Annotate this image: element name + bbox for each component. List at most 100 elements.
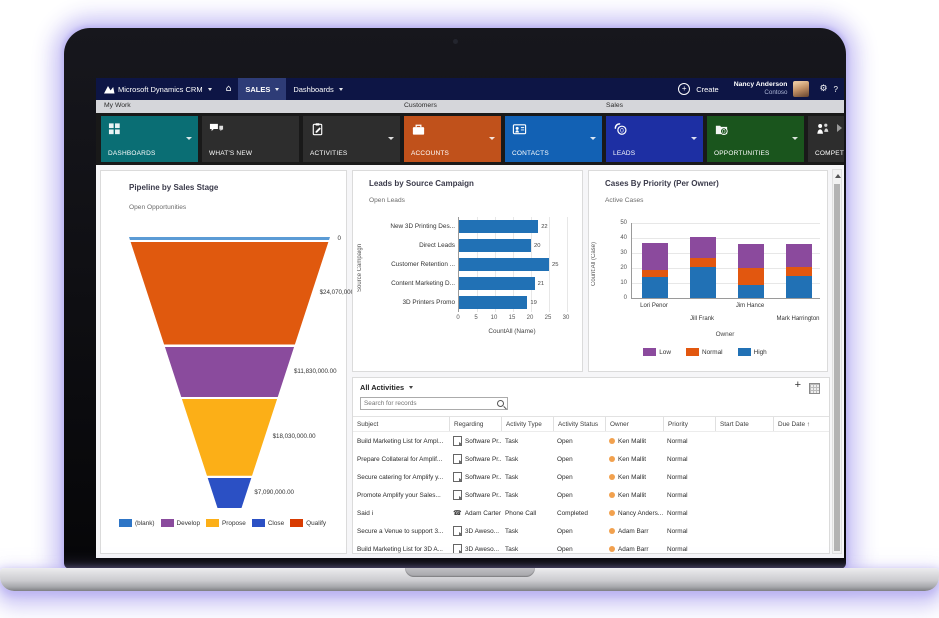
segment-low bbox=[642, 242, 668, 270]
cell-start-date bbox=[715, 522, 773, 540]
search-input[interactable] bbox=[361, 400, 496, 407]
search-icon[interactable] bbox=[496, 399, 506, 409]
legend-item-blank: (blank) bbox=[119, 519, 155, 527]
cell-text: Adam Barr bbox=[618, 545, 649, 553]
cell-subject: Promote Amplify your Sales... bbox=[353, 486, 449, 504]
activities-title[interactable]: All Activities bbox=[360, 383, 414, 392]
legend-label: Qualify bbox=[306, 519, 327, 527]
vertical-scrollbar[interactable] bbox=[832, 169, 842, 554]
tiles-scroll-right-icon[interactable] bbox=[837, 124, 842, 132]
table-row[interactable]: Secure catering for Amplify y... Software… bbox=[353, 468, 829, 486]
brand-menu[interactable]: Microsoft Dynamics CRM bbox=[96, 78, 219, 100]
stacked-column-jill-frank[interactable] bbox=[690, 236, 716, 298]
cell-text: Normal bbox=[667, 491, 688, 499]
stacked-chart-panel: Cases By Priority (Per Owner) Active Cas… bbox=[588, 170, 828, 372]
chevron-down-icon[interactable] bbox=[792, 137, 798, 140]
column-header-regarding[interactable]: Regarding bbox=[449, 417, 501, 431]
table-row[interactable]: Build Marketing List for Ampl... Software… bbox=[353, 432, 829, 450]
avatar[interactable] bbox=[793, 81, 810, 97]
x-category-label: Lori Penor bbox=[640, 303, 668, 309]
gridline bbox=[549, 217, 550, 312]
table-row[interactable]: Secure a Venue to support 3... 3D Aweso..… bbox=[353, 522, 829, 540]
bar-25[interactable] bbox=[459, 258, 549, 271]
y-tick-label: 0 bbox=[623, 294, 627, 301]
scroll-up-icon[interactable] bbox=[835, 174, 841, 178]
legend-item-normal: Normal bbox=[685, 348, 723, 356]
tile-opportunities[interactable]: 0 OPPORTUNITIES bbox=[707, 116, 804, 162]
y-tick-label: 50 bbox=[620, 219, 627, 226]
grid-view-icon[interactable] bbox=[809, 383, 820, 394]
tile-contacts[interactable]: CONTACTS bbox=[505, 116, 602, 162]
tile-accounts[interactable]: ACCOUNTS bbox=[404, 116, 501, 162]
owner-avatar-icon bbox=[609, 492, 615, 498]
table-row[interactable]: Build Marketing List for 3D A... 3D Aweso… bbox=[353, 540, 829, 553]
bar-20[interactable] bbox=[459, 239, 531, 252]
gear-icon[interactable]: ⚙ bbox=[819, 84, 828, 94]
table-row[interactable]: Promote Amplify your Sales... Software Pr… bbox=[353, 486, 829, 504]
x-tick-label: 25 bbox=[544, 315, 552, 321]
tile-dashboards[interactable]: DASHBOARDS bbox=[101, 116, 198, 162]
tab-sales[interactable]: SALES bbox=[238, 78, 287, 100]
cell-text: Secure a Venue to support 3... bbox=[357, 527, 444, 535]
chevron-down-icon[interactable] bbox=[590, 137, 596, 140]
help-button[interactable]: ? bbox=[833, 84, 838, 94]
stacked-column-mark-harrington[interactable] bbox=[786, 244, 812, 298]
column-header-start-date[interactable]: Start Date bbox=[715, 417, 773, 431]
funnel-segment-Develop[interactable] bbox=[164, 346, 295, 397]
tile-activities[interactable]: ACTIVITIES bbox=[303, 116, 400, 162]
add-activity-button[interactable]: + bbox=[794, 379, 801, 391]
column-header-subject[interactable]: Subject bbox=[357, 420, 379, 428]
tile-leads[interactable]: 0 LEADS bbox=[606, 116, 703, 162]
owner-avatar-icon bbox=[609, 546, 615, 552]
table-row[interactable]: Said i ☎ Adam Carter Phone Call Completed Nan… bbox=[353, 504, 829, 522]
table-row[interactable]: Prepare Collateral for Amplif... Software… bbox=[353, 450, 829, 468]
column-header-priority[interactable]: Priority bbox=[663, 417, 715, 431]
chevron-down-icon[interactable] bbox=[186, 137, 192, 140]
legend-item-Develop: Develop bbox=[160, 519, 200, 527]
tile-whats-new[interactable]: WHAT'S NEW bbox=[202, 116, 299, 162]
gridline bbox=[567, 217, 568, 312]
activities-panel: All Activities + SubjectRegardingActivit… bbox=[352, 377, 830, 554]
user-info[interactable]: Nancy Anderson Contoso bbox=[734, 81, 788, 97]
y-tick-label: 40 bbox=[620, 234, 627, 241]
tab-dashboards[interactable]: Dashboards bbox=[286, 78, 349, 100]
stacked-column-lori-penor[interactable] bbox=[642, 242, 668, 298]
cell-subject: Build Marketing List for 3D A... bbox=[353, 540, 449, 553]
chart-subtitle: Open Opportunities bbox=[129, 204, 187, 211]
column-header-owner[interactable]: Owner bbox=[605, 417, 663, 431]
funnel-segment-blank[interactable] bbox=[129, 237, 330, 240]
chevron-down-icon[interactable] bbox=[691, 137, 697, 140]
cell-text: 3D Aweso... bbox=[465, 527, 499, 535]
chevron-down-icon[interactable] bbox=[489, 137, 495, 140]
tile-competitors[interactable]: COMPET bbox=[808, 116, 844, 162]
funnel-value-label: $7,090,000.00 bbox=[254, 488, 294, 496]
stacked-column-jim-hance[interactable] bbox=[738, 244, 764, 298]
cell-text: 3D Aweso... bbox=[465, 545, 499, 553]
funnel-chart-panel: Pipeline by Sales Stage Open Opportuniti… bbox=[100, 170, 363, 554]
funnel-segment-Close[interactable] bbox=[207, 477, 252, 508]
owner-avatar-icon bbox=[609, 456, 615, 462]
section-customers: Customers bbox=[404, 102, 437, 109]
x-axis-label: CountAll (Name) bbox=[488, 328, 536, 335]
create-button[interactable]: + Create bbox=[671, 78, 726, 100]
cell-start-date bbox=[715, 504, 773, 522]
cell-due-date bbox=[773, 432, 829, 450]
legend-item-high: High bbox=[737, 348, 767, 356]
segment-normal bbox=[786, 266, 812, 276]
segment-normal bbox=[690, 257, 716, 267]
bar-22[interactable] bbox=[459, 220, 539, 233]
cell-text: Phone Call bbox=[505, 509, 537, 517]
column-header-activity-type[interactable]: Activity Type bbox=[501, 417, 553, 431]
cell-due-date bbox=[773, 468, 829, 486]
column-header-activity-status[interactable]: Activity Status bbox=[553, 417, 605, 431]
funnel-segment-Qualify[interactable] bbox=[130, 242, 329, 345]
chevron-down-icon[interactable] bbox=[388, 137, 394, 140]
cell-start-date bbox=[715, 468, 773, 486]
home-button[interactable]: ⌂ bbox=[219, 78, 239, 100]
bar-21[interactable] bbox=[459, 277, 535, 290]
bar-19[interactable] bbox=[459, 296, 528, 309]
cell-text: Nancy Anders... bbox=[618, 509, 663, 517]
scrollbar-thumb[interactable] bbox=[834, 184, 840, 551]
cell-activity-status: Open bbox=[553, 540, 605, 553]
column-header-due-date[interactable]: Due Date ↑ bbox=[773, 417, 829, 431]
